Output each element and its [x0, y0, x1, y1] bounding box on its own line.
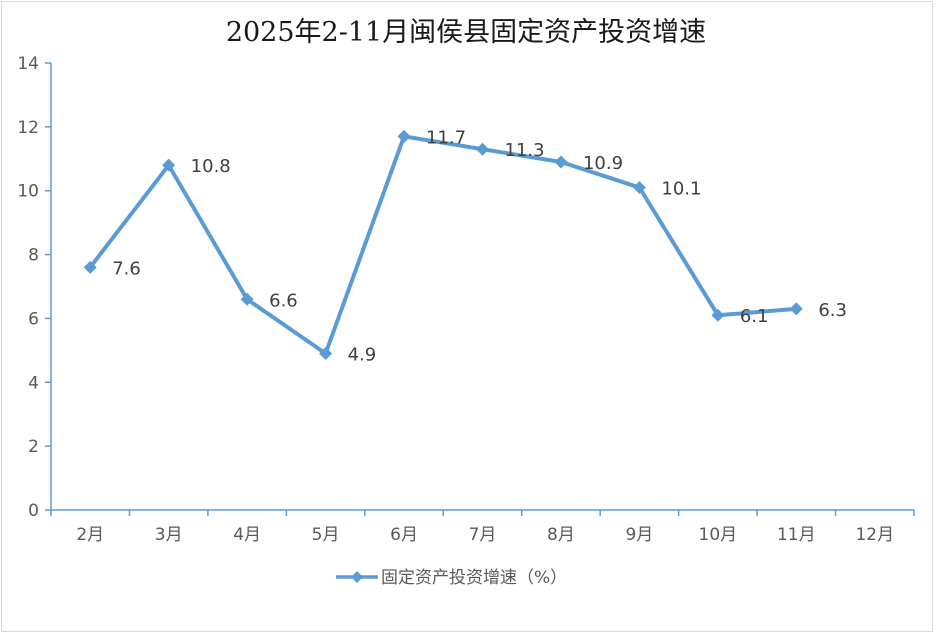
data-label: 11.7 [426, 127, 466, 148]
data-point-marker [162, 158, 176, 172]
data-labels: 7.6 10.8 6.6 4.9 11.7 11.3 10.9 10.1 6.1 6.3 [112, 127, 847, 365]
data-point-marker [632, 181, 646, 195]
y-tick-label: 10 [17, 182, 39, 202]
y-tick-label: 8 [28, 246, 39, 266]
data-point-marker [476, 142, 489, 156]
legend-marker [351, 571, 363, 583]
x-tick-label: 7月 [469, 525, 497, 545]
x-tick-label: 12月 [855, 525, 894, 545]
data-label: 6.3 [818, 300, 847, 321]
legend-label: 固定资产投资增速（%） [381, 568, 567, 588]
x-tick-label: 4月 [233, 525, 261, 545]
x-tick-label: 10月 [699, 525, 738, 545]
y-tick-label: 0 [28, 501, 39, 521]
x-tick-label: 8月 [547, 525, 575, 545]
data-point-marker [397, 129, 411, 143]
data-point-marker [711, 308, 725, 322]
axes: 0 2 4 6 8 10 12 14 2月 3月 4月 5月 6月 7月 8月 9月 10月 11月 12月 [17, 54, 915, 545]
data-label: 6.6 [269, 290, 298, 311]
legend: 固定资产投资增速（%） [336, 568, 567, 588]
series-layer [83, 129, 803, 361]
data-label: 4.9 [348, 345, 377, 366]
data-point-marker [240, 292, 254, 306]
y-tick-label: 12 [17, 118, 39, 138]
data-point-marker [319, 347, 333, 361]
y-tick-label: 14 [17, 54, 39, 74]
x-tick-label: 9月 [625, 525, 653, 545]
x-tick-label: 6月 [390, 525, 418, 545]
data-label: 6.1 [740, 306, 769, 327]
data-point-marker [83, 260, 97, 274]
series-line [88, 134, 799, 356]
data-label: 7.6 [112, 258, 141, 279]
x-tick-label: 3月 [155, 525, 183, 545]
data-point-marker [554, 155, 568, 169]
data-label: 11.3 [505, 140, 545, 161]
x-tick-label: 2月 [76, 525, 104, 545]
data-label: 10.8 [191, 156, 231, 177]
data-point-marker [789, 302, 803, 316]
data-label: 10.9 [583, 153, 623, 174]
data-label: 10.1 [661, 179, 701, 200]
chart-title: 2025年2-11月闽侯县固定资产投资增速 [226, 17, 706, 48]
x-tick-label: 11月 [777, 525, 816, 545]
x-tick-label: 5月 [312, 525, 340, 545]
y-tick-label: 4 [28, 373, 39, 393]
y-tick-label: 6 [28, 309, 39, 329]
y-tick-label: 2 [28, 437, 39, 457]
